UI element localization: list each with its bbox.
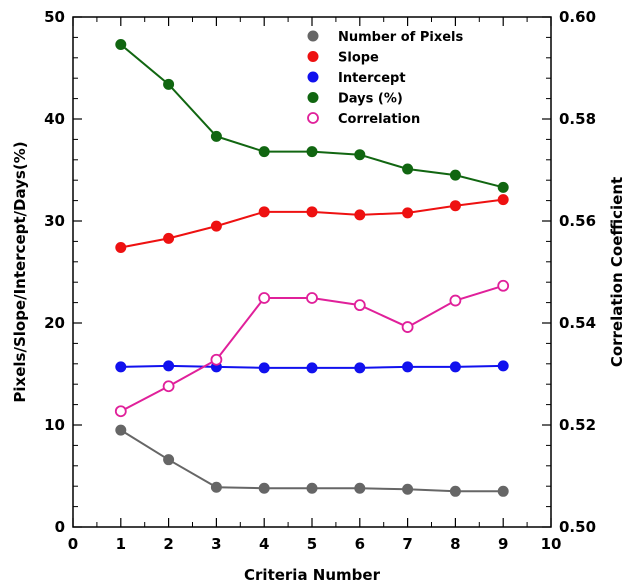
- data-point-intercept: [402, 361, 414, 373]
- x-tick-label: 6: [355, 535, 365, 553]
- data-point-number-of-pixels: [449, 485, 461, 497]
- data-point-intercept: [115, 361, 127, 373]
- data-point-number-of-pixels: [258, 482, 270, 494]
- x-tick-label: 7: [402, 535, 412, 553]
- data-point-correlation: [497, 279, 510, 292]
- data-point-correlation: [258, 292, 271, 304]
- y2-tick-label: 0.50: [559, 518, 596, 536]
- data-point-slope: [258, 206, 270, 218]
- data-point-number-of-pixels: [210, 481, 222, 493]
- data-point-intercept: [449, 361, 461, 373]
- y2-tick-label: 0.54: [559, 314, 596, 332]
- data-point-slope: [354, 209, 366, 221]
- data-point-slope: [306, 206, 318, 218]
- x-tick-label: 1: [116, 535, 126, 553]
- data-point-intercept: [497, 360, 509, 372]
- y-tick-label: 10: [44, 416, 65, 434]
- data-point-slope: [163, 232, 175, 244]
- data-point-slope: [497, 194, 509, 206]
- data-point-correlation: [306, 292, 318, 304]
- legend-marker: [307, 30, 319, 42]
- data-point-slope: [402, 207, 414, 219]
- legend: Number of Pixels Slope Intercept Days (%) Co…: [307, 30, 463, 127]
- legend-label: Intercept: [338, 71, 406, 86]
- x-tick-label: 8: [450, 535, 460, 553]
- data-point-slope: [449, 200, 461, 212]
- data-point-days: [115, 39, 127, 51]
- axis-ticks: 0 1 2 3 4 5 6 7 8 9 10 0 10 20 30 40 50 0.50 0.52 0.54 0.56 0…: [44, 8, 596, 553]
- y-tick-label: 20: [44, 314, 65, 332]
- data-point-number-of-pixels: [402, 483, 414, 495]
- legend-marker: [307, 71, 319, 83]
- x-tick-label: 5: [307, 535, 317, 553]
- x-tick-label: 9: [498, 535, 508, 553]
- data-point-correlation: [449, 294, 462, 307]
- legend-label: Correlation: [338, 112, 420, 127]
- y2-tick-label: 0.58: [559, 110, 596, 128]
- data-point-days: [402, 163, 414, 175]
- data-point-days: [354, 149, 366, 161]
- data-point-days: [306, 146, 318, 158]
- x-tick-label: 3: [211, 535, 221, 553]
- legend-label: Slope: [338, 51, 379, 66]
- data-point-intercept: [258, 362, 270, 374]
- data-point-number-of-pixels: [306, 482, 318, 494]
- data-point-number-of-pixels: [115, 424, 127, 436]
- legend-label: Number of Pixels: [338, 30, 463, 45]
- data-point-number-of-pixels: [163, 454, 175, 466]
- data-point-slope: [210, 220, 222, 232]
- y2-axis-label: Correlation Coefficient: [608, 177, 626, 367]
- y2-tick-label: 0.56: [559, 212, 596, 230]
- data-point-days: [497, 181, 509, 193]
- data-point-days: [163, 78, 175, 90]
- series-layer: [114, 39, 510, 497]
- y-tick-label: 40: [44, 110, 65, 128]
- data-point-intercept: [354, 362, 366, 374]
- x-tick-label: 4: [259, 535, 269, 553]
- x-axis-label: Criteria Number: [244, 566, 381, 584]
- x-tick-label: 2: [163, 535, 173, 553]
- data-point-correlation: [162, 380, 175, 393]
- data-point-correlation: [210, 353, 223, 366]
- y2-tick-label: 0.60: [559, 8, 596, 26]
- data-point-correlation: [353, 299, 366, 312]
- legend-marker: [307, 112, 319, 124]
- y2-tick-label: 0.52: [559, 416, 596, 434]
- series-line-correlation: [120, 284, 504, 413]
- series-line-number-of-pixels: [120, 429, 504, 493]
- data-point-days: [449, 169, 461, 181]
- legend-marker: [307, 92, 319, 103]
- data-point-intercept: [306, 362, 318, 374]
- data-point-correlation: [114, 405, 127, 418]
- y-tick-label: 30: [44, 212, 65, 230]
- legend-marker: [307, 51, 319, 62]
- legend-label: Days (%): [338, 92, 403, 107]
- y-axis-label: Pixels/Slope/Intercept/Days(%): [11, 141, 29, 402]
- data-point-correlation: [401, 321, 414, 333]
- y-tick-label: 50: [44, 8, 65, 26]
- x-tick-label: 10: [541, 535, 562, 553]
- data-point-number-of-pixels: [354, 482, 366, 494]
- data-point-intercept: [163, 360, 175, 372]
- data-point-slope: [115, 242, 127, 254]
- x-tick-label: 0: [68, 535, 78, 553]
- y-tick-label: 0: [55, 518, 65, 536]
- data-point-number-of-pixels: [497, 485, 509, 497]
- data-point-days: [210, 130, 222, 142]
- data-point-days: [258, 146, 270, 158]
